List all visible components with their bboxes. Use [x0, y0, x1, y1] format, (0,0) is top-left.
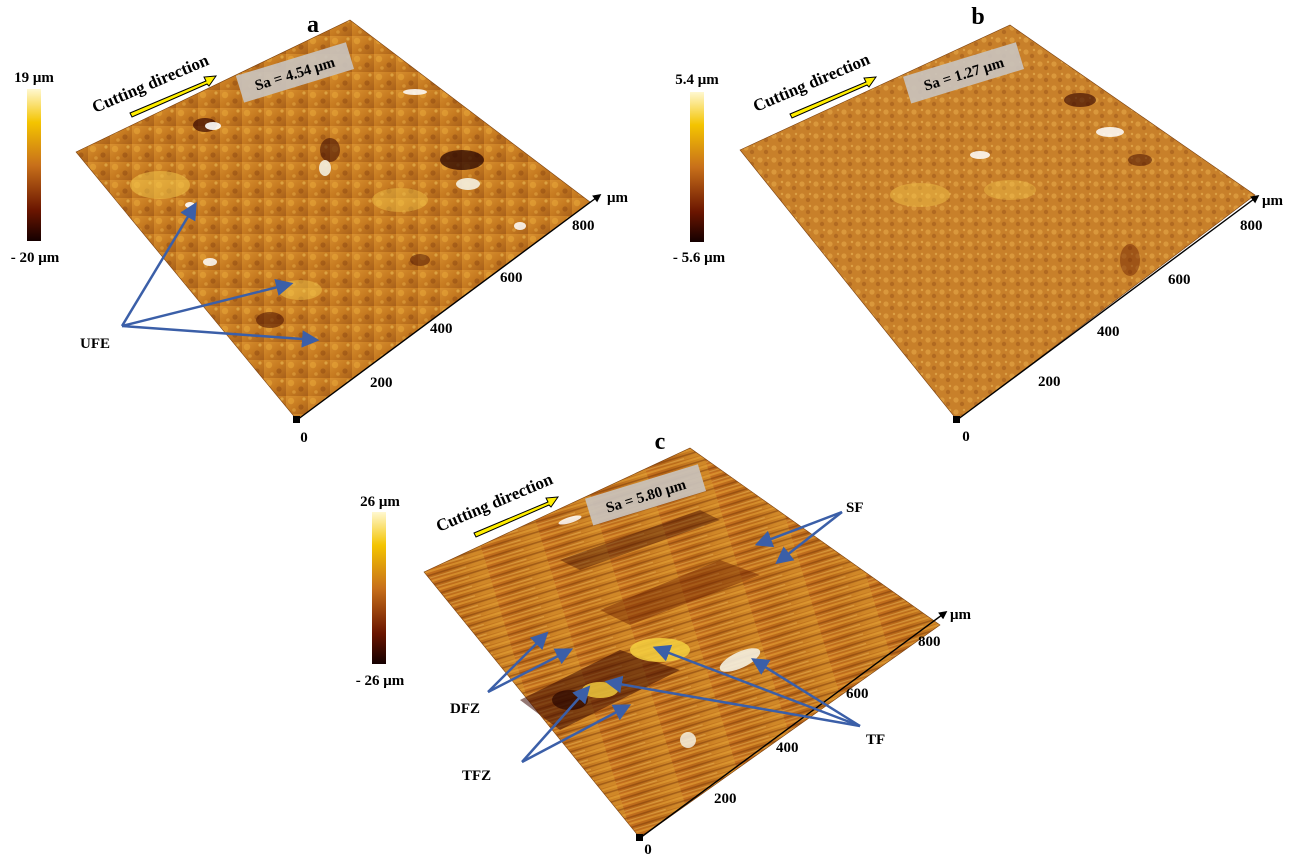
- panel-c-scale-min: - 26 μm: [356, 673, 405, 689]
- panel-c-tf-label: TF: [866, 732, 885, 748]
- panel-c-colorbar: 26 μm - 26 μm: [356, 494, 405, 689]
- panel-c-tick-0: 0: [644, 842, 652, 856]
- panel-b-tick-800: 800: [1240, 218, 1263, 234]
- panel-b-tick-600: 600: [1168, 272, 1191, 288]
- panel-b-tick-0: 0: [962, 429, 970, 445]
- panel-a-ufe-label: UFE: [80, 336, 110, 352]
- panel-c-dfz-label: DFZ: [450, 701, 480, 717]
- panel-c-tick-600: 600: [846, 686, 869, 702]
- panel-b-tick-400: 400: [1097, 324, 1120, 340]
- panel-a-scale-min: - 20 μm: [11, 250, 60, 266]
- panel-a-cutting-arrow: [129, 75, 218, 118]
- panel-a-tick-800: 800: [572, 218, 595, 234]
- panel-c-tick-400: 400: [776, 740, 799, 756]
- panel-a-tick-200: 200: [370, 375, 393, 391]
- panel-a: a 19 μm - 20 μm: [11, 12, 629, 446]
- panel-a-tick-600: 600: [500, 270, 523, 286]
- panel-c-label: c: [655, 429, 666, 455]
- panel-c-sf-label: SF: [846, 500, 864, 516]
- panel-c-tfz-label: TFZ: [462, 768, 491, 784]
- panel-b-tick-200: 200: [1038, 374, 1061, 390]
- panel-b-label: b: [971, 4, 984, 30]
- panel-a-label: a: [307, 12, 319, 38]
- panel-a-colorbar-gradient: [27, 89, 41, 241]
- panel-c-surface: [423, 447, 941, 839]
- panel-c-axis-unit: μm: [950, 607, 972, 623]
- panel-c-axis: μm 0 200 400 600 800: [636, 607, 972, 856]
- panel-a-colorbar: 19 μm - 20 μm: [11, 70, 60, 266]
- panel-c: c 26 μm - 26 μm μm 0 200 400 600: [356, 429, 972, 856]
- panel-b-colorbar: 5.4 μm - 5.6 μm: [673, 72, 726, 266]
- panel-a-tick-400: 400: [430, 321, 453, 337]
- panel-b-surface: [739, 24, 1256, 421]
- panel-b-axis: μm 0 200 400 600 800: [953, 193, 1284, 445]
- panel-a-ufe-annotation: UFE: [80, 202, 320, 352]
- panel-c-cutting-arrow: [473, 496, 560, 538]
- panel-c-scale-max: 26 μm: [360, 494, 400, 510]
- panel-a-axis: μm 0 200 400 600 800: [293, 190, 629, 446]
- panel-c-tf-annotation: TF: [604, 644, 885, 748]
- panel-b-axis-unit: μm: [1262, 193, 1284, 209]
- panel-c-dfz-annotation: DFZ: [450, 631, 574, 717]
- panel-a-scale-max: 19 μm: [14, 70, 54, 86]
- panel-a-axis-unit: μm: [607, 190, 629, 206]
- panel-b: b 5.4 μm - 5.6 μm μm 0 200 400 600 800: [673, 4, 1284, 445]
- panel-b-scale-max: 5.4 μm: [675, 72, 719, 88]
- panel-b-colorbar-gradient: [690, 92, 704, 242]
- panel-c-sf-annotation: SF: [754, 500, 864, 565]
- panel-b-scale-min: - 5.6 μm: [673, 250, 726, 266]
- panel-a-surface: [75, 19, 591, 421]
- panel-c-tick-800: 800: [918, 634, 941, 650]
- panel-c-tfz-annotation: TFZ: [462, 685, 632, 784]
- panel-b-cutting-arrow: [789, 76, 878, 119]
- panel-c-tick-200: 200: [714, 791, 737, 807]
- panel-a-tick-0: 0: [300, 430, 308, 446]
- panel-c-colorbar-gradient: [372, 512, 386, 664]
